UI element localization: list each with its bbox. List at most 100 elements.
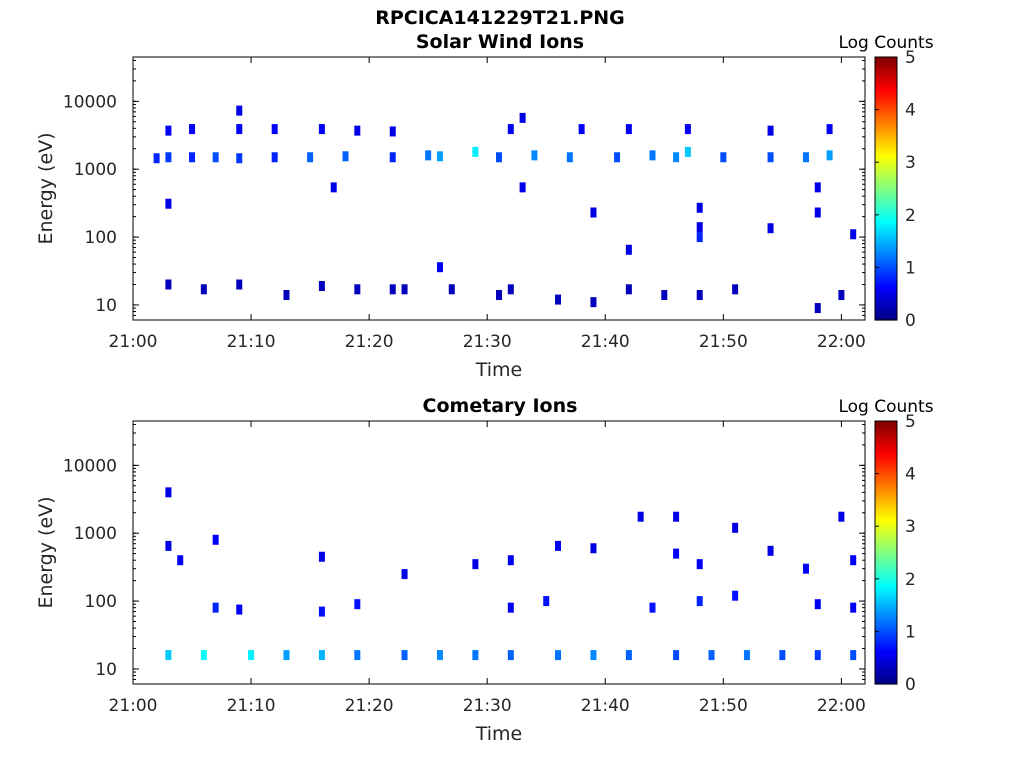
p1-colorbar-segment-78 (875, 146, 897, 150)
p2-colorbar-segment-19 (875, 640, 897, 643)
p1-cell-14 (354, 125, 361, 136)
p2-colorbar-segment-47 (875, 578, 897, 582)
p2-cell-29 (472, 559, 479, 570)
p2-colorbar-segment-55 (875, 561, 897, 565)
p1-ytick-label-1: 100 (85, 228, 117, 248)
p2-colorbar-segment-93 (875, 477, 897, 481)
p1-colorbar-segment-40 (875, 230, 897, 233)
p2-cell-22 (212, 534, 219, 545)
p1-colorbar-segment-16 (875, 282, 897, 286)
p2-colorbar-segment-31 (875, 613, 897, 617)
p1-colorbar-segment-91 (875, 118, 897, 122)
p2-colorbar-segment-110 (875, 440, 897, 444)
p1-colorbar-segment-12 (875, 291, 897, 295)
p2-colorbar-segment-39 (875, 596, 897, 600)
p1-colorbar-segment-80 (875, 142, 897, 146)
p2-colorbar-segment-79 (875, 508, 897, 512)
p1-cell-39 (330, 182, 337, 193)
p1-colorbar-segment-19 (875, 276, 897, 279)
p1-colorbar-segment-84 (875, 133, 897, 137)
p2-colorbar-segment-102 (875, 458, 897, 462)
p1-colorbar-segment-113 (875, 70, 897, 73)
p2-colorbar-segment-103 (875, 456, 897, 459)
p1-cell-18 (436, 151, 443, 162)
p1-colorbar-segment-112 (875, 72, 897, 76)
p1-colorbar-segment-50 (875, 208, 897, 212)
p1-axes-frame (132, 56, 866, 321)
p2-cell-10 (555, 650, 562, 661)
p2-colorbar-segment-15 (875, 648, 897, 652)
p1-cell-25 (578, 124, 585, 135)
p1-cell-27 (625, 124, 632, 135)
p2-colorbar-segment-62 (875, 545, 897, 549)
p2-colorbar-segment-43 (875, 587, 897, 591)
p1-cell-52 (200, 284, 207, 295)
p2-xtick-label-1: 21:10 (227, 696, 276, 716)
p1-colorbar-segment-24 (875, 265, 897, 268)
p1-colorbar-segment-65 (875, 175, 897, 179)
p1-xtick-label-2: 21:20 (345, 332, 394, 352)
p2-colorbar-segment-99 (875, 464, 897, 468)
p1-colorbar-segment-75 (875, 153, 897, 157)
p1-cell-53 (236, 279, 243, 290)
p1-colorbar-segment-31 (875, 249, 897, 253)
p1-xtick-label-6: 22:00 (817, 332, 866, 352)
p1-xtick-label-3: 21:30 (463, 332, 512, 352)
p1-cell-22 (519, 112, 526, 123)
p1-colorbar-segment-97 (875, 105, 897, 109)
p2-colorbar-segment-12 (875, 655, 897, 659)
p2-colorbar-segment-84 (875, 497, 897, 501)
p1-colorbar-segment-3 (875, 311, 897, 315)
p1-colorbar-segment-117 (875, 61, 897, 65)
p1-xtick-label-0: 21:00 (109, 332, 158, 352)
p1-colorbar-segment-32 (875, 247, 897, 251)
p1-colorbar-segment-43 (875, 223, 897, 227)
p2-xtick-label-0: 21:00 (109, 696, 158, 716)
p2-colorbar-segment-73 (875, 521, 897, 525)
p1-colorbar-segment-34 (875, 243, 897, 247)
p1-cell-9 (271, 152, 278, 163)
p1-cell-60 (496, 290, 502, 301)
p1-colorbar-segment-83 (875, 135, 897, 139)
p2-colorbar-segment-95 (875, 473, 897, 477)
p2-colorbar-segment-40 (875, 594, 897, 597)
panel-1-title: Solar Wind Ions (415, 31, 585, 53)
p2-colorbar-segment-89 (875, 486, 897, 490)
p1-cell-50 (436, 262, 443, 273)
p1-colorbar-segment-93 (875, 113, 897, 117)
p2-colorbar-segment-52 (875, 567, 897, 571)
p2-cell-26 (318, 606, 325, 617)
p2-cell-20 (165, 540, 172, 551)
p1-cell-16 (389, 126, 396, 137)
p1-colorbar-segment-41 (875, 227, 897, 231)
p2-colorbar-tick-label-3: 3 (905, 517, 916, 537)
p2-colorbar-segment-58 (875, 554, 897, 558)
p1-colorbar-segment-89 (875, 122, 897, 126)
p1-cell-33 (767, 152, 774, 163)
p1-cell-56 (354, 284, 361, 295)
p1-cell-19 (472, 146, 479, 157)
p1-colorbar-frame (874, 56, 898, 321)
p1-colorbar-segment-92 (875, 116, 897, 119)
p1-colorbar-segment-82 (875, 138, 897, 141)
p2-cell-40 (696, 596, 703, 607)
p2-colorbar-segment-33 (875, 609, 897, 613)
p2-colorbar-segment-78 (875, 510, 897, 514)
p2-colorbar-segment-114 (875, 431, 897, 435)
p2-colorbar-segment-34 (875, 607, 897, 611)
p1-colorbar-segment-110 (875, 76, 897, 80)
p1-cell-67 (732, 284, 739, 295)
p1-colorbar-segment-61 (875, 184, 897, 187)
p2-colorbar-segment-3 (875, 675, 897, 679)
p2-colorbar-segment-107 (875, 447, 897, 451)
p2-cell-6 (401, 650, 408, 661)
p2-xtick-label-6: 22:00 (817, 696, 866, 716)
p1-colorbar-segment-105 (875, 87, 897, 91)
p1-cell-40 (519, 182, 526, 193)
p1-colorbar-segment-102 (875, 94, 897, 98)
p2-cell-17 (814, 650, 821, 661)
p2-colorbar-segment-86 (875, 493, 897, 497)
p1-cell-26 (614, 152, 621, 163)
p1-ytick-label-3: 10000 (63, 92, 117, 112)
